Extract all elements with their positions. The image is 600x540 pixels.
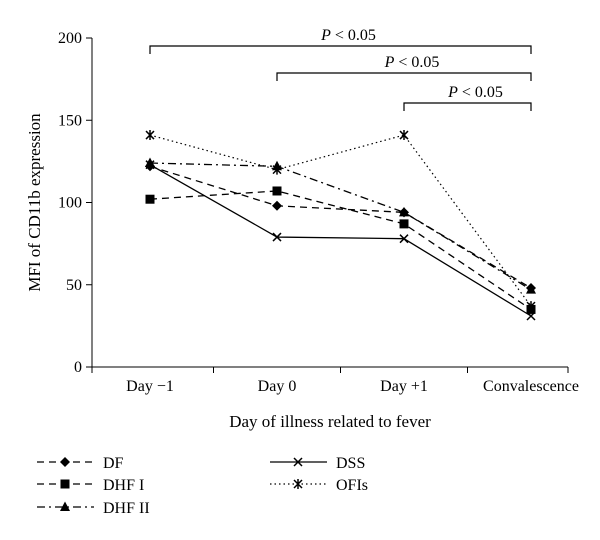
data-point-dhf-ii [145,157,155,168]
data-point-dss [399,234,409,244]
legend-item-dhf-ii: DHF II [37,500,150,517]
y-tick-label: 200 [58,30,82,47]
legend-item-df: DF [37,455,124,472]
legend-swatch-marker [293,479,303,489]
data-point-dss [526,311,536,321]
legend-item-ofis: OFIs [270,477,368,494]
legend: DF DHF I DHF II DSS OFIs [37,455,368,517]
series-dhf-i [145,186,536,314]
series-line-dss [149,164,532,317]
x-axis-ticks: Day −1 Day 0 Day +1 Convalescence [91,367,579,395]
x-tick-label: Day 0 [258,378,297,395]
data-point-ofis [526,301,536,312]
data-point-dss [145,160,155,170]
significance-bracket [149,45,532,54]
series-line-dhf-i [149,190,532,310]
significance-label: P < 0.05 [320,27,376,44]
series-dhf-ii [145,157,536,294]
data-point-ofis [145,130,155,141]
series-ofis [145,130,536,312]
series-line-df [149,165,532,289]
x-tick-label: Convalescence [483,378,579,395]
legend-swatch-marker [293,457,303,467]
legend-item-dss: DSS [270,455,365,472]
legend-item-dhf-i: DHF I [37,477,144,494]
significance-label: P < 0.05 [384,54,440,71]
data-point-ofis [399,130,409,141]
legend-label: DSS [336,455,365,472]
data-point-dhf-i [145,194,155,204]
series-dss [145,160,536,321]
x-axis-title: Day of illness related to fever [229,412,431,431]
data-point-dss [272,232,282,242]
legend-swatch-marker [60,457,70,467]
series-line-dhf-ii [149,162,532,291]
data-point-dhf-ii [399,206,409,217]
data-point-ofis [272,164,282,175]
y-tick-label: 100 [58,195,82,212]
significance-brackets: P < 0.05 P < 0.05 P < 0.05 [149,27,532,111]
y-tick-label: 0 [74,359,82,376]
y-tick-label: 50 [66,277,82,294]
y-axis-title: MFI of CD11b expression [25,113,44,292]
series-df [145,161,536,294]
legend-label: DF [103,455,124,472]
x-tick-label: Day −1 [126,378,174,395]
significance-label: P < 0.05 [447,84,503,101]
series-line-ofis [149,134,532,307]
significance-bracket [276,72,532,81]
significance-bracket [403,102,532,111]
x-tick-label: Day +1 [380,378,428,395]
legend-label: OFIs [336,477,368,494]
data-series [145,130,536,321]
y-axis-ticks: 0 50 100 150 200 [58,30,92,376]
legend-swatch-marker [60,479,70,489]
data-point-dhf-i [399,219,409,229]
legend-label: DHF II [103,500,150,517]
legend-swatch-marker [60,501,70,511]
data-point-dhf-ii [526,284,536,294]
data-point-df [272,200,282,211]
y-tick-label: 150 [58,112,82,129]
data-point-dhf-i [272,186,282,196]
legend-label: DHF I [103,477,144,494]
